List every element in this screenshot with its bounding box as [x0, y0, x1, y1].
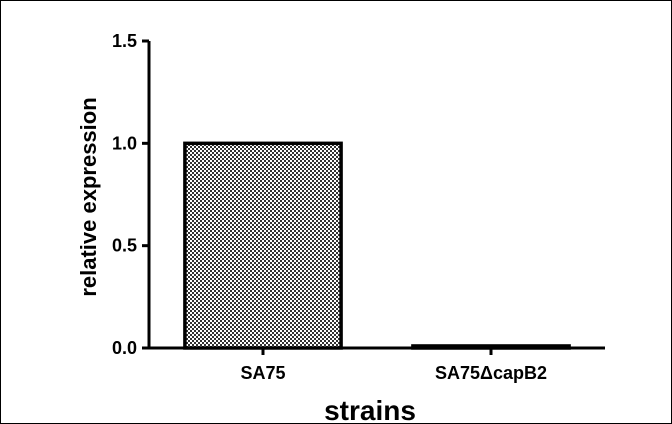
y-axis-label: relative expression [76, 97, 101, 296]
bars [183, 141, 571, 350]
x-tick-label: SA75ΔcapB2 [435, 363, 547, 383]
x-axis-label: strains [324, 395, 416, 424]
x-axis: SA75 SA75ΔcapB2 [148, 346, 605, 383]
y-tick-label: 0.0 [112, 338, 137, 358]
y-axis: 0.0 0.5 1.0 1.5 [112, 31, 151, 358]
y-tick-label: 0.5 [112, 236, 137, 256]
y-tick-label: 1.5 [112, 31, 137, 51]
y-tick-label: 1.0 [112, 133, 137, 153]
bar [183, 141, 343, 350]
bar [411, 344, 571, 350]
x-tick-label: SA75 [240, 363, 285, 383]
